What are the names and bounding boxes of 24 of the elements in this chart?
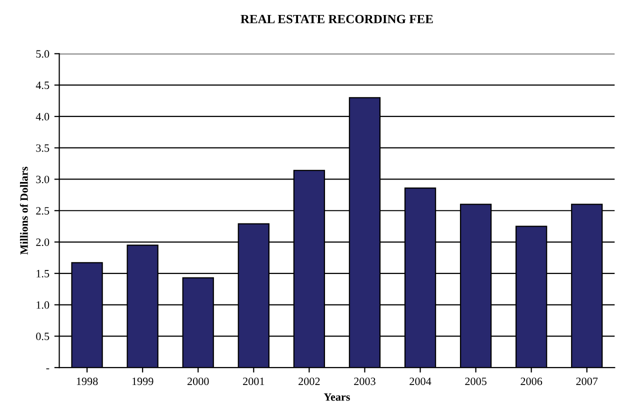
x-tick-label: 2003 bbox=[354, 378, 376, 386]
y-tick-label: 0.5 bbox=[36, 332, 50, 340]
x-tick-label: 2005 bbox=[465, 378, 486, 386]
y-tick-label: 4.5 bbox=[36, 82, 50, 90]
y-tick-label: 3.0 bbox=[36, 176, 50, 184]
x-tick-label: 2001 bbox=[243, 378, 264, 386]
x-tick-label: 2006 bbox=[520, 378, 542, 386]
y-tick-label: 1.5 bbox=[36, 270, 50, 278]
x-tick-label: 2007 bbox=[576, 378, 598, 386]
y-tick-label: 4.0 bbox=[36, 112, 50, 120]
x-tick-label: 1998 bbox=[76, 378, 98, 386]
y-tick-label: 1.0 bbox=[36, 301, 50, 309]
y-axis-title: Millions of Dollars bbox=[20, 166, 28, 255]
y-tick-label: 2.5 bbox=[36, 207, 50, 215]
chart-title: REAL ESTATE RECORDING FEE bbox=[240, 14, 433, 24]
x-tick-label: 2002 bbox=[298, 378, 320, 386]
x-axis-title: Years bbox=[324, 393, 350, 401]
y-tick-label: 5.0 bbox=[36, 50, 50, 58]
y-tick-label: 2.0 bbox=[36, 238, 50, 246]
x-tick-label: 2000 bbox=[187, 378, 209, 386]
y-tick-label: - bbox=[46, 368, 50, 370]
x-tick-label: 1999 bbox=[132, 378, 154, 386]
x-tick-label: 2004 bbox=[410, 378, 432, 386]
y-tick-label: 3.5 bbox=[36, 144, 50, 152]
